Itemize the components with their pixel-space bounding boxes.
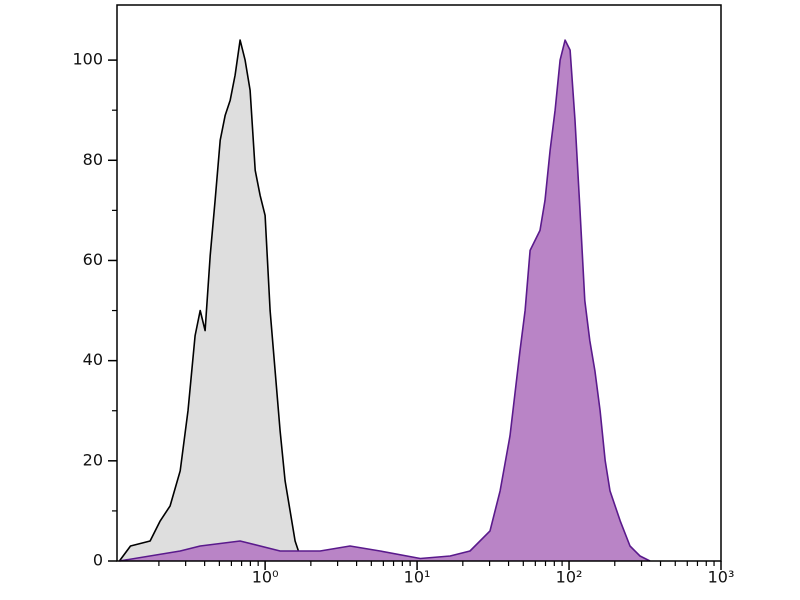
x-tick-label: 10⁰ <box>252 568 279 587</box>
area-line <box>118 39 311 562</box>
x-tick-label: 10³ <box>708 568 735 587</box>
area-fill <box>119 40 311 562</box>
y-tick-label: 20 <box>83 450 103 469</box>
x-tick-label: 10² <box>556 568 583 587</box>
y-tick-label: 0 <box>93 551 103 570</box>
y-tick-label: 60 <box>83 250 103 269</box>
y-tick-label: 80 <box>83 150 103 169</box>
plot-frame <box>116 4 722 562</box>
area-fill <box>119 40 650 562</box>
area-line <box>119 39 651 562</box>
y-tick-label: 100 <box>72 50 103 69</box>
x-tick-label: 10¹ <box>404 568 431 587</box>
y-tick-label: 40 <box>83 350 103 369</box>
